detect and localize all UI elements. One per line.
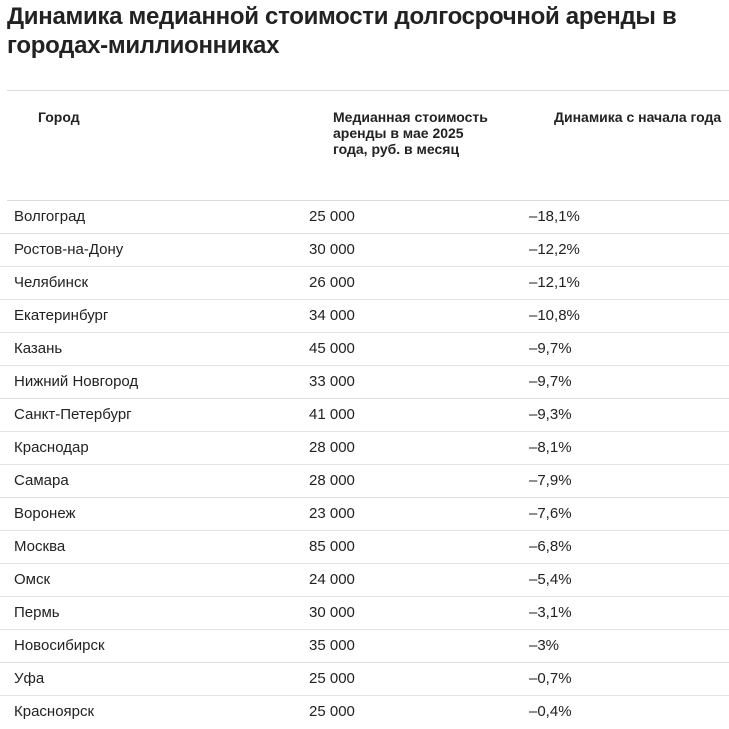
column-header-change: Динамика с начала года	[554, 109, 722, 125]
cell-price: 26 000	[309, 274, 355, 291]
cell-change: –3,1%	[529, 604, 572, 621]
cell-price: 25 000	[309, 208, 355, 225]
column-header-city: Город	[38, 109, 80, 125]
cell-city: Краснодар	[14, 439, 89, 456]
cell-price: 23 000	[309, 505, 355, 522]
cell-city: Пермь	[14, 604, 60, 621]
cell-price: 35 000	[309, 637, 355, 654]
cell-city: Ростов-на-Дону	[14, 241, 124, 258]
cell-price: 30 000	[309, 604, 355, 621]
table-row: Нижний Новгород 33 000 –9,7%	[0, 366, 729, 399]
cell-city: Санкт-Петербург	[14, 406, 132, 423]
cell-city: Новосибирск	[14, 637, 105, 654]
table-row: Новосибирск 35 000 –3%	[0, 630, 729, 663]
top-divider	[7, 90, 729, 91]
table-row: Красноярск 25 000 –0,4%	[0, 696, 729, 729]
cell-city: Уфа	[14, 670, 45, 687]
table-row: Казань 45 000 –9,7%	[0, 333, 729, 366]
table-row: Волгоград 25 000 –18,1%	[0, 201, 729, 234]
cell-city: Нижний Новгород	[14, 373, 139, 390]
cell-change: –7,6%	[529, 505, 572, 522]
table-row: Челябинск 26 000 –12,1%	[0, 267, 729, 300]
cell-price: 33 000	[309, 373, 355, 390]
table-header: Город Медианная стоимость аренды в мае 2…	[0, 91, 729, 201]
column-header-price: Медианная стоимость аренды в мае 2025 го…	[333, 109, 488, 157]
cell-city: Москва	[14, 538, 66, 555]
table-row: Краснодар 28 000 –8,1%	[0, 432, 729, 465]
cell-change: –5,4%	[529, 571, 572, 588]
cell-change: –9,7%	[529, 373, 572, 390]
table-row: Самара 28 000 –7,9%	[0, 465, 729, 498]
cell-price: 41 000	[309, 406, 355, 423]
cell-change: –9,3%	[529, 406, 572, 423]
cell-price: 25 000	[309, 670, 355, 687]
cell-city: Екатеринбург	[14, 307, 109, 324]
cell-change: –3%	[529, 637, 560, 654]
cell-price: 24 000	[309, 571, 355, 588]
cell-city: Омск	[14, 571, 51, 588]
table-row: Екатеринбург 34 000 –10,8%	[0, 300, 729, 333]
table-title: Динамика медианной стоимости долгосрочно…	[7, 3, 677, 59]
cell-change: –18,1%	[529, 208, 580, 225]
table-row: Москва 85 000 –6,8%	[0, 531, 729, 564]
cell-city: Воронеж	[14, 505, 76, 522]
cell-city: Казань	[14, 340, 63, 357]
cell-change: –12,2%	[529, 241, 580, 258]
cell-change: –8,1%	[529, 439, 572, 456]
cell-city: Челябинск	[14, 274, 89, 291]
cell-change: –10,8%	[529, 307, 580, 324]
cell-change: –9,7%	[529, 340, 572, 357]
cell-change: –12,1%	[529, 274, 580, 291]
table-body: Волгоград 25 000 –18,1% Ростов-на-Дону 30 00…	[0, 201, 729, 729]
cell-price: 30 000	[309, 241, 355, 258]
table-row: Омск 24 000 –5,4%	[0, 564, 729, 597]
cell-change: –7,9%	[529, 472, 572, 489]
table-row: Воронеж 23 000 –7,6%	[0, 498, 729, 531]
cell-city: Красноярск	[14, 703, 95, 720]
header-divider	[7, 200, 729, 201]
cell-change: –0,7%	[529, 670, 572, 687]
cell-price: 34 000	[309, 307, 355, 324]
table-row: Уфа 25 000 –0,7%	[0, 663, 729, 696]
cell-price: 85 000	[309, 538, 355, 555]
table-row: Пермь 30 000 –3,1%	[0, 597, 729, 630]
cell-change: –6,8%	[529, 538, 572, 555]
cell-price: 45 000	[309, 340, 355, 357]
cell-city: Самара	[14, 472, 69, 489]
table-row: Ростов-на-Дону 30 000 –12,2%	[0, 234, 729, 267]
cell-price: 28 000	[309, 472, 355, 489]
cell-change: –0,4%	[529, 703, 572, 720]
cell-price: 25 000	[309, 703, 355, 720]
cell-city: Волгоград	[14, 208, 86, 225]
table-row: Санкт-Петербург 41 000 –9,3%	[0, 399, 729, 432]
cell-price: 28 000	[309, 439, 355, 456]
